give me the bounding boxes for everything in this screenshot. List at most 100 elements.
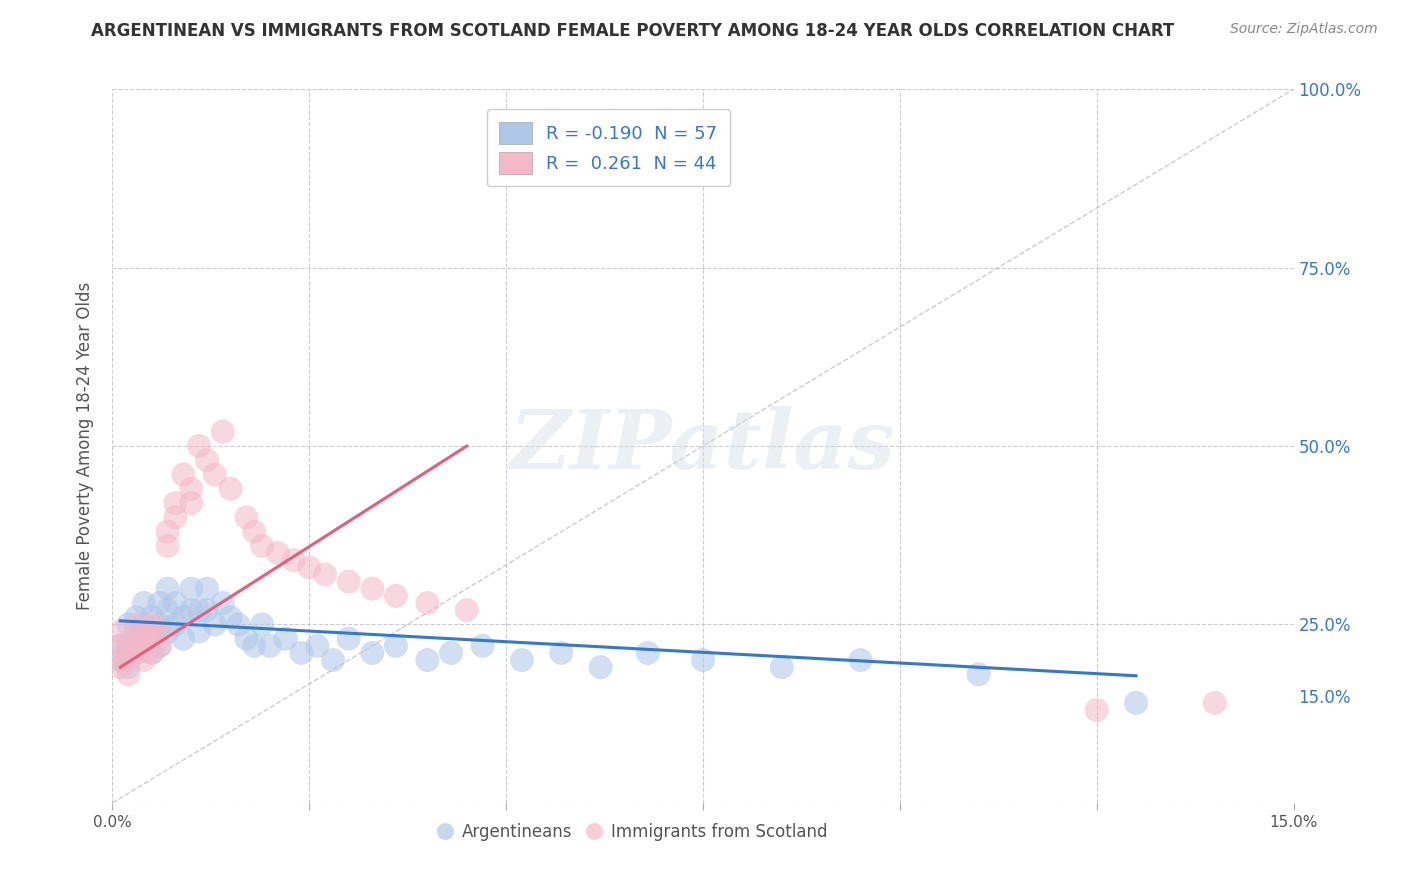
Point [298,560,321,574]
Point [172,467,194,482]
Point [110,653,132,667]
Point [141,632,163,646]
Point [219,610,242,624]
Point [967,667,990,681]
Y-axis label: Female Poverty Among 18-24 Year Olds: Female Poverty Among 18-24 Year Olds [76,282,94,610]
Point [770,660,793,674]
Point [117,653,139,667]
Point [156,582,179,596]
Point [267,546,290,560]
Point [283,553,305,567]
Legend: Argentineans, Immigrants from Scotland: Argentineans, Immigrants from Scotland [430,817,834,848]
Point [125,646,148,660]
Point [132,617,155,632]
Point [149,639,172,653]
Point [274,632,297,646]
Point [149,624,172,639]
Point [149,639,172,653]
Point [125,610,148,624]
Point [361,646,384,660]
Point [165,617,187,632]
Point [132,653,155,667]
Point [219,482,242,496]
Point [314,567,336,582]
Point [385,639,408,653]
Point [416,653,439,667]
Point [125,617,148,632]
Point [1085,703,1108,717]
Point [637,646,659,660]
Point [165,496,187,510]
Point [180,482,202,496]
Point [195,453,218,467]
Point [243,639,266,653]
Point [188,439,211,453]
Point [132,596,155,610]
Point [243,524,266,539]
Point [235,632,257,646]
Point [361,582,384,596]
Point [141,610,163,624]
Point [456,603,478,617]
Point [307,639,329,653]
Point [1125,696,1147,710]
Point [117,660,139,674]
Point [228,617,250,632]
Point [132,639,155,653]
Point [110,639,132,653]
Point [1204,696,1226,710]
Point [195,603,218,617]
Point [337,632,360,646]
Point [204,617,226,632]
Point [117,617,139,632]
Point [149,617,172,632]
Point [110,639,132,653]
Point [165,510,187,524]
Text: ARGENTINEAN VS IMMIGRANTS FROM SCOTLAND FEMALE POVERTY AMONG 18-24 YEAR OLDS COR: ARGENTINEAN VS IMMIGRANTS FROM SCOTLAND … [91,22,1174,40]
Point [180,496,202,510]
Point [156,539,179,553]
Point [180,603,202,617]
Point [172,632,194,646]
Point [141,646,163,660]
Point [416,596,439,610]
Point [692,653,714,667]
Point [165,596,187,610]
Point [117,667,139,681]
Point [250,539,273,553]
Point [156,524,179,539]
Point [204,467,226,482]
Point [188,603,211,617]
Point [440,646,463,660]
Point [589,660,612,674]
Point [290,646,312,660]
Point [385,589,408,603]
Point [110,624,132,639]
Point [471,639,494,653]
Point [110,660,132,674]
Point [132,624,155,639]
Point [235,510,257,524]
Point [211,596,233,610]
Point [156,603,179,617]
Point [322,653,344,667]
Point [180,582,202,596]
Point [132,639,155,653]
Point [849,653,872,667]
Point [141,646,163,660]
Point [125,632,148,646]
Point [117,639,139,653]
Point [149,596,172,610]
Point [110,653,132,667]
Point [211,425,233,439]
Point [510,653,533,667]
Point [125,624,148,639]
Point [141,617,163,632]
Text: ZIPatlas: ZIPatlas [510,406,896,486]
Point [125,646,148,660]
Point [550,646,572,660]
Point [259,639,281,653]
Text: Source: ZipAtlas.com: Source: ZipAtlas.com [1230,22,1378,37]
Point [337,574,360,589]
Point [188,624,211,639]
